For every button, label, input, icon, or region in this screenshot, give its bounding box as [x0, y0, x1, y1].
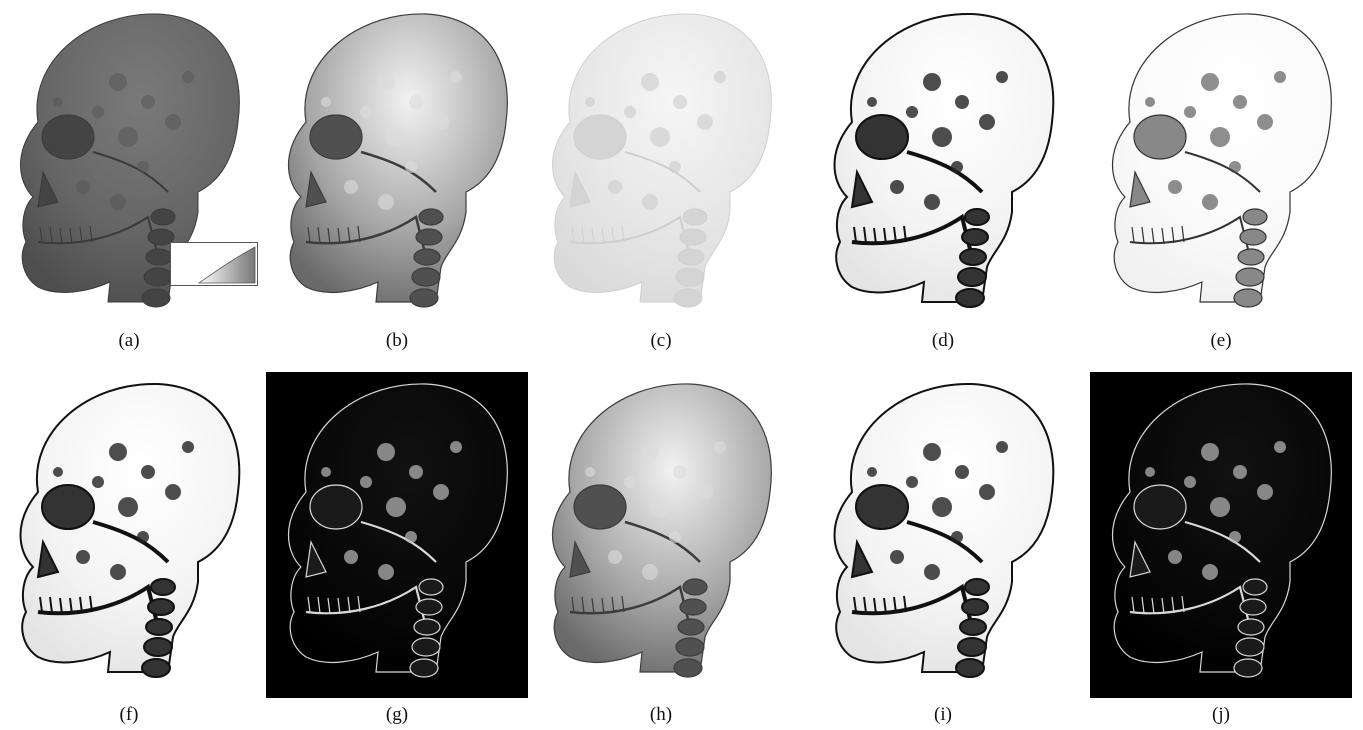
skull-rendering-j: [1090, 372, 1352, 698]
caption-g: (g): [385, 704, 409, 725]
caption-e: (e): [1210, 330, 1232, 351]
caption-h: (h): [649, 704, 673, 725]
transfer-function-inset: [170, 242, 258, 286]
caption-j: (j): [1212, 704, 1230, 725]
caption-a: (a): [118, 330, 140, 351]
panel-b: [266, 2, 528, 328]
skull-rendering-h: [530, 372, 792, 698]
caption-b: (b): [385, 330, 409, 351]
panel-i: [812, 372, 1074, 698]
skull-rendering-c: [530, 2, 792, 328]
caption-i: (i): [934, 704, 952, 725]
caption-c: (c): [650, 330, 672, 351]
skull-rendering-f: [0, 372, 260, 698]
panel-e: [1090, 2, 1352, 328]
skull-rendering-e: [1090, 2, 1352, 328]
skull-rendering-d: [812, 2, 1074, 328]
skull-rendering-i: [812, 372, 1074, 698]
caption-f: (f): [119, 704, 139, 725]
panel-a: [0, 2, 260, 328]
panel-g: [266, 372, 528, 698]
skull-rendering-a: [0, 2, 260, 328]
panel-c: [530, 2, 792, 328]
panel-h: [530, 372, 792, 698]
panel-j: [1090, 372, 1352, 698]
caption-d: (d): [931, 330, 955, 351]
panel-f: [0, 372, 260, 698]
skull-rendering-b: [266, 2, 528, 328]
panel-d: [812, 2, 1074, 328]
skull-rendering-g: [266, 372, 528, 698]
